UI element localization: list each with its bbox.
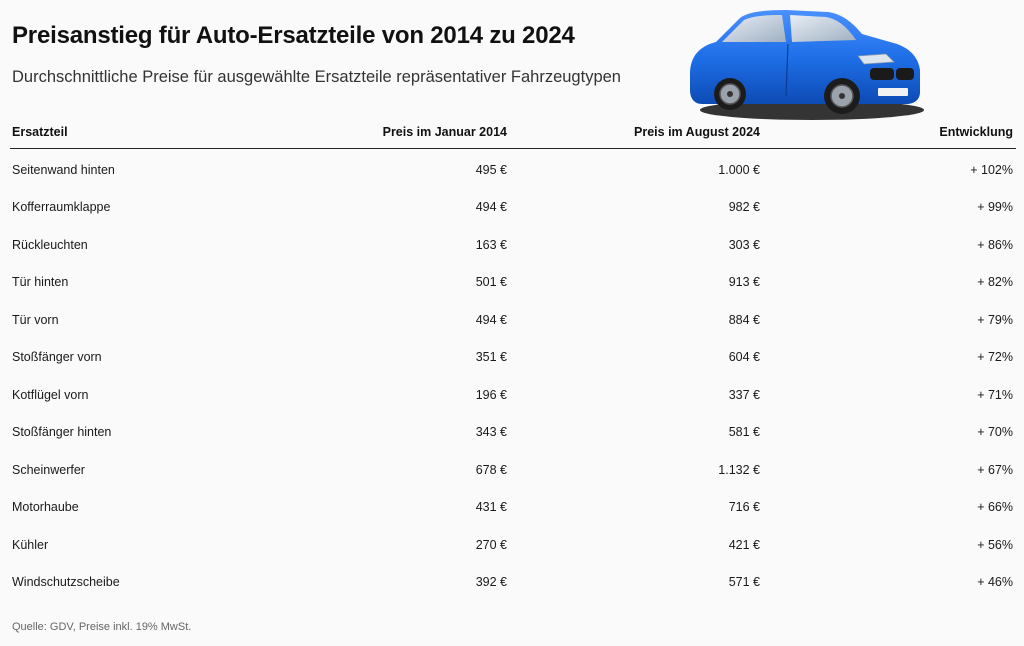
cell-price-2014: 678 € [475,462,507,477]
cell-part: Kühler [12,537,49,552]
cell-price-2024: 337 € [728,387,760,402]
cell-change: + 66% [977,500,1013,515]
cell-change: + 46% [977,575,1013,590]
cell-price-2024: 1.132 € [718,462,760,477]
header-price-2024: Preis im August 2024 [634,125,760,139]
cell-price-2024: 604 € [728,350,760,365]
cell-change: + 56% [977,537,1013,552]
table-row: Seitenwand hinten 495 € 1.000 € + 102% [10,151,1016,189]
cell-price-2014: 163 € [475,237,507,252]
cell-price-2014: 351 € [475,350,507,365]
header-change: Entwicklung [939,125,1013,139]
chart-subtitle: Durchschnittliche Preise für ausgewählte… [12,68,621,86]
table-row: Kühler 270 € 421 € + 56% [10,526,1016,564]
cell-part: Tür vorn [12,312,59,327]
cell-price-2024: 571 € [728,575,760,590]
cell-part: Tür hinten [12,275,69,290]
cell-change: + 67% [977,462,1013,477]
cell-change: + 86% [977,237,1013,252]
cell-price-2014: 501 € [475,275,507,290]
header-part: Ersatzteil [12,125,68,139]
cell-part: Windschutzscheibe [12,575,120,590]
cell-change: + 102% [970,162,1013,177]
cell-change: + 79% [977,312,1013,327]
cell-price-2024: 303 € [728,237,760,252]
cell-price-2014: 494 € [475,200,507,215]
cell-part: Motorhaube [12,500,79,515]
table-row: Windschutzscheibe 392 € 571 € + 46% [10,564,1016,602]
source-note: Quelle: GDV, Preise inkl. 19% MwSt. [12,621,192,633]
table-row: Stoßfänger vorn 351 € 604 € + 72% [10,339,1016,377]
cell-change: + 72% [977,350,1013,365]
table-row: Tür hinten 501 € 913 € + 82% [10,264,1016,302]
cell-price-2014: 392 € [475,575,507,590]
price-table: Ersatzteil Preis im Januar 2014 Preis im… [10,116,1016,601]
cell-part: Kofferraumklappe [12,200,111,215]
cell-price-2014: 270 € [475,537,507,552]
cell-price-2014: 343 € [475,425,507,440]
cell-part: Scheinwerfer [12,462,85,477]
cell-price-2014: 495 € [475,162,507,177]
cell-change: + 99% [977,200,1013,215]
cell-part: Stoßfänger hinten [12,425,112,440]
table-body: Seitenwand hinten 495 € 1.000 € + 102% Koffe… [10,149,1016,601]
table-row: Kofferraumklappe 494 € 982 € + 99% [10,189,1016,227]
cell-part: Stoßfänger vorn [12,350,102,365]
chart-title: Preisanstieg für Auto-Ersatzteile von 20… [12,22,575,49]
header-price-2014: Preis im Januar 2014 [382,125,507,139]
cell-price-2014: 431 € [475,500,507,515]
cell-price-2024: 716 € [728,500,760,515]
cell-price-2014: 494 € [475,312,507,327]
cell-part: Seitenwand hinten [12,162,115,177]
cell-price-2014: 196 € [475,387,507,402]
cell-change: + 71% [977,387,1013,402]
cell-part: Rückleuchten [12,237,88,252]
car-illustration-icon [690,10,924,120]
cell-price-2024: 421 € [728,537,760,552]
cell-price-2024: 982 € [728,200,760,215]
table-row: Tür vorn 494 € 884 € + 79% [10,301,1016,339]
table-header: Ersatzteil Preis im Januar 2014 Preis im… [10,116,1016,149]
table-row: Rückleuchten 163 € 303 € + 86% [10,226,1016,264]
cell-price-2024: 581 € [728,425,760,440]
cell-price-2024: 884 € [728,312,760,327]
table-row: Scheinwerfer 678 € 1.132 € + 67% [10,451,1016,489]
cell-price-2024: 913 € [728,275,760,290]
cell-change: + 70% [977,425,1013,440]
cell-price-2024: 1.000 € [718,162,760,177]
table-row: Kotflügel vorn 196 € 337 € + 71% [10,376,1016,414]
cell-part: Kotflügel vorn [12,387,89,402]
table-row: Motorhaube 431 € 716 € + 66% [10,489,1016,527]
table-row: Stoßfänger hinten 343 € 581 € + 70% [10,414,1016,452]
cell-change: + 82% [977,275,1013,290]
